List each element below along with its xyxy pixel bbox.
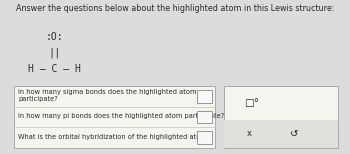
Text: :O:: :O:	[46, 32, 63, 42]
FancyBboxPatch shape	[224, 120, 338, 148]
FancyBboxPatch shape	[197, 90, 212, 103]
Text: H — C — H: H — C — H	[28, 64, 81, 73]
FancyBboxPatch shape	[197, 111, 212, 123]
FancyBboxPatch shape	[14, 86, 215, 148]
Text: What is the orbital hybridization of the highlighted atom?: What is the orbital hybridization of the…	[18, 134, 211, 140]
Text: ||: ||	[48, 48, 61, 58]
FancyBboxPatch shape	[197, 131, 212, 144]
Text: □°: □°	[244, 98, 259, 108]
FancyBboxPatch shape	[224, 86, 338, 148]
Text: In how many pi bonds does the highlighted atom participate?: In how many pi bonds does the highlighte…	[18, 113, 224, 119]
Text: x: x	[246, 129, 252, 138]
Text: Answer the questions below about the highlighted atom in this Lewis structure:: Answer the questions below about the hig…	[16, 4, 334, 13]
Text: In how many sigma bonds does the highlighted atom
participate?: In how many sigma bonds does the highlig…	[18, 89, 197, 102]
Text: ↺: ↺	[290, 129, 299, 139]
